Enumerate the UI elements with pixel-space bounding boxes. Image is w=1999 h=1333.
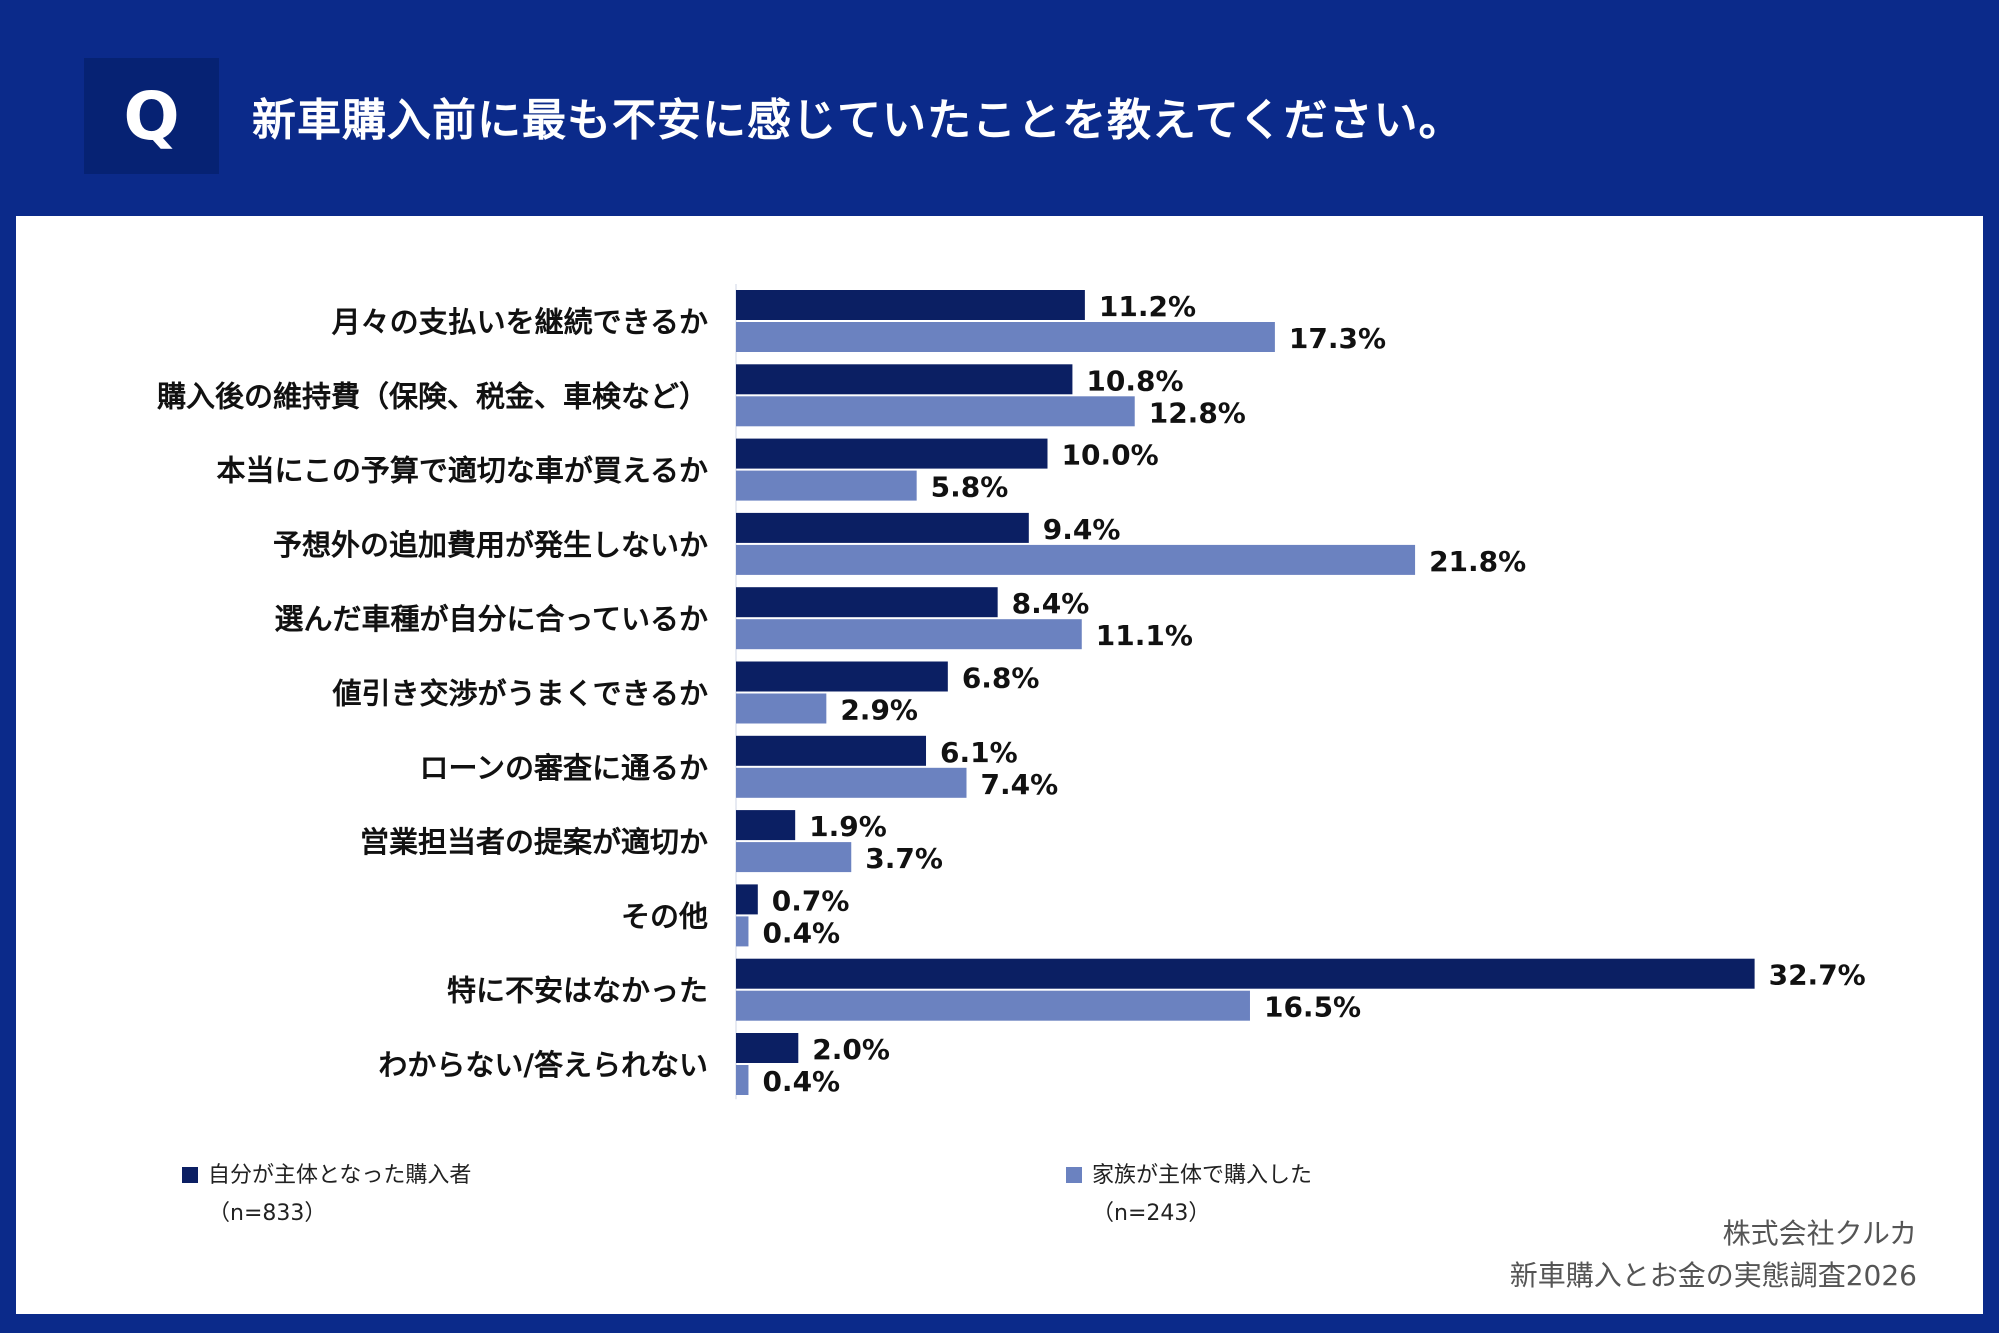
bar-self (736, 438, 1048, 469)
value-label-self: 6.8% (962, 662, 1040, 695)
value-label-self: 8.4% (1012, 587, 1090, 620)
q-mark: Q (84, 58, 219, 174)
value-label-family: 3.7% (865, 842, 943, 875)
bar-family (736, 990, 1250, 1021)
value-label-self: 1.9% (809, 810, 887, 843)
value-label-family: 7.4% (981, 768, 1059, 801)
legend-item-self: 自分が主体となった購入者 （n=833） (182, 1157, 471, 1227)
category-label: 値引き交渉がうまくできるか (331, 677, 708, 711)
category-label: 本当にこの予算で適切な車が買えるか (216, 454, 708, 488)
category-label: その他 (621, 899, 708, 933)
category-label: 特に不安はなかった (447, 974, 708, 1008)
category-label: 営業担当者の提案が適切か (360, 825, 708, 859)
value-label-self: 6.1% (940, 736, 1018, 769)
legend-n-self: （n=833） (208, 1201, 327, 1226)
value-label-self: 0.7% (772, 884, 850, 917)
value-label-family: 17.3% (1289, 322, 1386, 355)
bar-self (736, 1033, 799, 1063)
source-credit: 株式会社クルカ 新車購入とお金の実態調査2026 (1510, 1213, 1917, 1297)
header: Q 新車購入前に最も不安に感じていたことを教えてください。 (0, 0, 1999, 216)
bar-self (736, 810, 796, 841)
value-label-self: 10.8% (1086, 364, 1183, 397)
bar-family (736, 544, 1416, 575)
bar-family (736, 842, 852, 873)
value-label-self: 2.0% (812, 1033, 890, 1066)
value-label-family: 0.4% (762, 916, 840, 949)
value-label-self: 11.2% (1099, 290, 1196, 323)
source-company: 株式会社クルカ (1722, 1217, 1917, 1250)
source-survey: 新車購入とお金の実態調査2026 (1509, 1259, 1917, 1292)
category-label: 月々の支払いを継続できるか (331, 305, 708, 339)
bar-family (736, 1065, 749, 1095)
legend-item-family: 家族が主体で購入した （n=243） (1066, 1157, 1312, 1227)
legend-n-family: （n=243） (1092, 1201, 1211, 1226)
value-label-self: 32.7% (1769, 959, 1866, 992)
bar-family (736, 693, 827, 724)
category-label: 選んだ車種が自分に合っているか (274, 602, 708, 636)
bar-self (736, 364, 1073, 395)
bar-self (736, 661, 948, 692)
category-label: わからない/答えられない (378, 1048, 708, 1082)
question-title: 新車購入前に最も不安に感じていたことを教えてください。 (252, 95, 1464, 146)
bar-family (736, 916, 749, 947)
bar-self (736, 512, 1029, 543)
bar-self (736, 735, 927, 766)
legend-swatch-self (182, 1167, 198, 1183)
value-label-family: 11.1% (1096, 619, 1193, 652)
value-label-family: 0.4% (762, 1065, 840, 1098)
category-label: 予想外の追加費用が発生しないか (273, 528, 708, 562)
value-label-self: 10.0% (1062, 439, 1159, 472)
legend-swatch-family (1066, 1167, 1082, 1183)
bar-family (736, 619, 1082, 650)
value-label-family: 21.8% (1429, 545, 1526, 578)
bar-self (736, 884, 758, 915)
bar-family (736, 470, 917, 501)
value-label-family: 2.9% (840, 694, 918, 727)
value-label-family: 5.8% (931, 471, 1009, 504)
category-label: ローンの審査に通るか (419, 751, 708, 785)
category-label: 購入後の維持費（保険、税金、車検など） (157, 379, 708, 413)
value-label-family: 12.8% (1149, 396, 1246, 429)
bar-self (736, 587, 998, 618)
bar-self (736, 958, 1755, 989)
legend-label-family: 家族が主体で購入した (1092, 1163, 1313, 1188)
value-label-family: 16.5% (1264, 991, 1361, 1024)
bar-family (736, 396, 1135, 427)
value-label-self: 9.4% (1043, 513, 1121, 546)
bar-self (736, 290, 1085, 320)
bar-family (736, 767, 967, 798)
bar-family (736, 322, 1275, 352)
legend-label-self: 自分が主体となった購入者 (208, 1163, 472, 1188)
